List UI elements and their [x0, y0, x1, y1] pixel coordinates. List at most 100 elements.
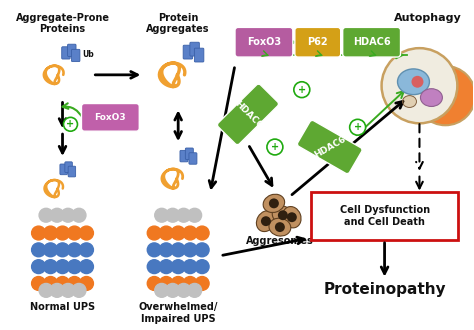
Circle shape	[195, 277, 209, 290]
Circle shape	[32, 277, 46, 290]
Circle shape	[261, 216, 271, 226]
FancyBboxPatch shape	[82, 104, 139, 131]
Circle shape	[159, 226, 173, 240]
Circle shape	[155, 283, 169, 297]
Circle shape	[67, 243, 82, 257]
Text: HDAC6: HDAC6	[232, 99, 264, 130]
Circle shape	[411, 76, 423, 88]
FancyBboxPatch shape	[190, 42, 200, 56]
Text: FoxO3: FoxO3	[94, 113, 126, 122]
Circle shape	[147, 226, 161, 240]
Circle shape	[80, 277, 93, 290]
Circle shape	[32, 260, 46, 274]
Circle shape	[171, 277, 185, 290]
Text: Normal UPS: Normal UPS	[30, 302, 95, 312]
Circle shape	[44, 260, 57, 274]
Circle shape	[287, 212, 297, 222]
Ellipse shape	[272, 206, 293, 224]
Circle shape	[44, 277, 57, 290]
FancyBboxPatch shape	[183, 45, 192, 59]
Ellipse shape	[283, 207, 301, 228]
FancyBboxPatch shape	[189, 153, 197, 164]
FancyBboxPatch shape	[60, 164, 67, 175]
Ellipse shape	[398, 69, 429, 95]
FancyBboxPatch shape	[194, 48, 204, 62]
Ellipse shape	[420, 89, 442, 107]
Circle shape	[32, 226, 46, 240]
Circle shape	[159, 277, 173, 290]
Circle shape	[159, 243, 173, 257]
Ellipse shape	[402, 96, 417, 108]
Circle shape	[55, 260, 70, 274]
Circle shape	[171, 226, 185, 240]
Text: Proteinopathy: Proteinopathy	[323, 282, 446, 297]
FancyBboxPatch shape	[68, 166, 76, 177]
FancyBboxPatch shape	[185, 148, 193, 159]
Circle shape	[155, 208, 169, 222]
FancyBboxPatch shape	[65, 162, 73, 173]
Circle shape	[72, 283, 86, 297]
Circle shape	[80, 226, 93, 240]
FancyBboxPatch shape	[68, 44, 76, 56]
Ellipse shape	[256, 211, 275, 232]
Circle shape	[195, 260, 209, 274]
Circle shape	[147, 260, 161, 274]
Text: FoxO3: FoxO3	[247, 37, 281, 47]
Ellipse shape	[269, 218, 291, 236]
Circle shape	[67, 260, 82, 274]
Circle shape	[183, 277, 197, 290]
Ellipse shape	[263, 194, 285, 213]
Circle shape	[188, 283, 201, 297]
Circle shape	[50, 208, 64, 222]
Text: Cell Dysfunction
and Cell Death: Cell Dysfunction and Cell Death	[339, 205, 429, 227]
Circle shape	[275, 222, 285, 232]
FancyBboxPatch shape	[180, 150, 188, 162]
Text: +: +	[271, 142, 279, 152]
Circle shape	[32, 243, 46, 257]
FancyBboxPatch shape	[235, 27, 293, 57]
Circle shape	[67, 226, 82, 240]
Circle shape	[50, 283, 64, 297]
Text: +: +	[66, 119, 74, 129]
Circle shape	[382, 48, 457, 123]
Circle shape	[61, 283, 75, 297]
Circle shape	[183, 243, 197, 257]
FancyBboxPatch shape	[72, 50, 80, 62]
Circle shape	[147, 243, 161, 257]
Circle shape	[195, 243, 209, 257]
Circle shape	[267, 139, 283, 155]
Circle shape	[44, 226, 57, 240]
Circle shape	[278, 210, 288, 220]
Text: Autophagy: Autophagy	[393, 13, 461, 22]
Circle shape	[55, 243, 70, 257]
FancyBboxPatch shape	[295, 27, 341, 57]
Circle shape	[80, 243, 93, 257]
Text: Aggregate-Prone
Proteins: Aggregate-Prone Proteins	[16, 13, 109, 34]
FancyBboxPatch shape	[62, 47, 70, 59]
Circle shape	[39, 283, 53, 297]
Text: Aggresomes: Aggresomes	[246, 236, 314, 246]
Circle shape	[166, 208, 180, 222]
Bar	[311, 192, 458, 240]
Circle shape	[416, 66, 474, 125]
Circle shape	[188, 208, 201, 222]
Circle shape	[195, 226, 209, 240]
Circle shape	[294, 82, 310, 98]
Text: Protein
Aggregates: Protein Aggregates	[146, 13, 210, 34]
Circle shape	[67, 277, 82, 290]
Circle shape	[80, 260, 93, 274]
Text: P62: P62	[308, 37, 328, 47]
Circle shape	[171, 260, 185, 274]
Circle shape	[72, 208, 86, 222]
Circle shape	[183, 260, 197, 274]
Circle shape	[269, 198, 279, 208]
Text: HDAC6: HDAC6	[353, 37, 391, 47]
Circle shape	[177, 283, 191, 297]
Text: HDAC6: HDAC6	[312, 134, 347, 160]
Text: Overwhelmed/
Impaired UPS: Overwhelmed/ Impaired UPS	[138, 302, 218, 324]
Circle shape	[39, 208, 53, 222]
FancyBboxPatch shape	[217, 84, 279, 145]
Circle shape	[166, 283, 180, 297]
Circle shape	[55, 226, 70, 240]
Circle shape	[183, 226, 197, 240]
